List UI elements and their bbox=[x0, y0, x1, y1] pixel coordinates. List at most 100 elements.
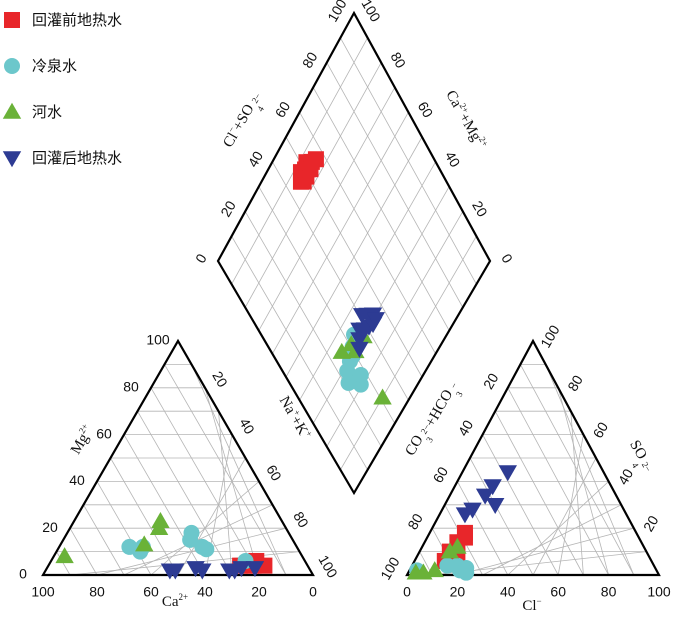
anion-so4-tick-label: 100 bbox=[537, 322, 563, 350]
legend-marker bbox=[4, 58, 20, 74]
cl-axis-label: Cl− bbox=[522, 596, 541, 614]
legend-label: 回灌后地热水 bbox=[32, 149, 122, 167]
anion-data-point bbox=[498, 465, 517, 482]
anion-data-point bbox=[486, 498, 505, 514]
cation-ca-tick-label: 20 bbox=[251, 584, 267, 600]
cation-data-point bbox=[166, 563, 185, 580]
anion-gridline bbox=[469, 457, 534, 576]
legend-item: 冷泉水 bbox=[4, 57, 77, 75]
cation-gridline bbox=[150, 387, 260, 576]
cation-gridline bbox=[191, 364, 287, 576]
anion-cl-tick-label: 80 bbox=[601, 584, 617, 600]
mg-axis-label: Mg2+ bbox=[66, 422, 97, 457]
cation-nak-tick-label: 100 bbox=[315, 552, 341, 580]
anion-cl-tick-label: 60 bbox=[550, 584, 566, 600]
diamond-data-point bbox=[366, 312, 385, 329]
cation-data-point bbox=[183, 524, 200, 541]
legend-item: 回灌后地热水 bbox=[2, 149, 122, 168]
cation-ca-tick-label: 60 bbox=[143, 584, 159, 600]
legend-item: 回灌前地热水 bbox=[4, 11, 122, 29]
cation-gridline bbox=[110, 457, 179, 576]
cation-gridline bbox=[56, 551, 71, 576]
anion-data-point bbox=[425, 561, 444, 578]
anion-so4-tick-label: 20 bbox=[640, 513, 662, 535]
legend-marker bbox=[2, 102, 22, 119]
ca-axis-label: Ca2+ bbox=[162, 592, 188, 610]
anion-co3-tick-label: 40 bbox=[455, 417, 477, 439]
diamond-camg-tick-label: 40 bbox=[442, 148, 464, 170]
cation-data-point bbox=[232, 561, 251, 578]
diamond-data-point bbox=[307, 151, 324, 168]
diamond-camg-tick-label: 80 bbox=[388, 49, 410, 71]
anion-gridline bbox=[482, 434, 559, 576]
cation-ca-tick-label: 40 bbox=[197, 584, 213, 600]
camg-axis-label: Ca2++Mg2+ bbox=[442, 87, 490, 152]
grid-lines bbox=[56, 37, 647, 576]
anion-gridline bbox=[520, 364, 635, 576]
anion-triangle-frame bbox=[405, 338, 661, 577]
cation-gridline bbox=[83, 504, 125, 576]
diamond-data-point bbox=[350, 341, 369, 358]
cation-gridline bbox=[96, 481, 152, 576]
diamond-frame bbox=[216, 10, 492, 496]
cation-gridline bbox=[69, 528, 98, 576]
anion-co3-tick-label: 100 bbox=[377, 554, 403, 582]
cation-ca-tick-label: 100 bbox=[31, 584, 55, 600]
cation-mg-tick-label: 40 bbox=[69, 472, 85, 488]
cation-mg-tick-label: 20 bbox=[42, 519, 58, 535]
diamond-clso4-tick-label: 40 bbox=[244, 148, 266, 170]
diamond-gridline bbox=[312, 87, 450, 331]
diamond-data-point bbox=[340, 374, 357, 391]
cation-mg-tick-label: 80 bbox=[123, 379, 139, 395]
anion-so4-tick-label: 60 bbox=[589, 419, 611, 441]
data-points bbox=[55, 151, 517, 581]
diamond-gridline bbox=[340, 37, 477, 285]
cation-gridline bbox=[123, 434, 206, 576]
anion-data-point bbox=[440, 542, 460, 559]
anion-gridline bbox=[570, 411, 584, 576]
cation-nak-tick-label: 80 bbox=[290, 509, 312, 531]
cation-nak-tick-label: 60 bbox=[263, 462, 285, 484]
diamond-gridline bbox=[326, 211, 464, 447]
anion-gridline bbox=[494, 411, 584, 576]
plot-frames bbox=[41, 10, 661, 577]
cation-gridline bbox=[164, 364, 287, 576]
anion-data-point bbox=[483, 479, 502, 496]
anion-data-point bbox=[463, 502, 482, 519]
cation-ca-tick-label: 80 bbox=[89, 584, 105, 600]
anion-co3-tick-label: 20 bbox=[480, 370, 502, 392]
diamond-camg-tick-label: 0 bbox=[498, 251, 516, 266]
anion-gridline bbox=[457, 481, 509, 576]
diamond-gridline bbox=[299, 161, 436, 401]
anion-data-point bbox=[448, 537, 467, 554]
diamond-camg-tick-label: 100 bbox=[358, 0, 384, 25]
anion-cl-tick-label: 40 bbox=[500, 584, 516, 600]
diamond-clso4-tick-label: 80 bbox=[299, 49, 321, 71]
anion-so4-tick-label: 80 bbox=[564, 372, 586, 394]
cation-mg-tick-label: 60 bbox=[96, 425, 112, 441]
cation-mg-tick-label: 0 bbox=[19, 566, 27, 582]
diamond-clso4-tick-label: 20 bbox=[217, 198, 239, 220]
cation-data-point bbox=[245, 561, 265, 578]
anion-gridline bbox=[545, 364, 635, 576]
anion-co3-tick-label: 60 bbox=[429, 464, 451, 486]
cation-gridline bbox=[218, 411, 233, 576]
legend-marker bbox=[4, 12, 20, 28]
anion-data-point bbox=[458, 564, 475, 581]
clso4-axis-label: Cl−+SO42− bbox=[219, 89, 271, 154]
legend-label: 河水 bbox=[32, 103, 62, 121]
cation-ca-tick-label: 0 bbox=[309, 584, 317, 600]
legend-item: 河水 bbox=[2, 102, 62, 121]
diamond-camg-tick-label: 20 bbox=[469, 198, 491, 220]
diamond-gridline bbox=[312, 186, 450, 424]
cation-data-point bbox=[55, 547, 74, 564]
legend-label: 回灌前地热水 bbox=[32, 11, 122, 29]
cation-gridline bbox=[137, 411, 233, 576]
nak-axis-label: Na++K+ bbox=[276, 393, 315, 443]
anion-cl-tick-label: 20 bbox=[450, 584, 466, 600]
diamond-camg-tick-label: 60 bbox=[415, 99, 437, 121]
legend-label: 冷泉水 bbox=[32, 57, 77, 75]
